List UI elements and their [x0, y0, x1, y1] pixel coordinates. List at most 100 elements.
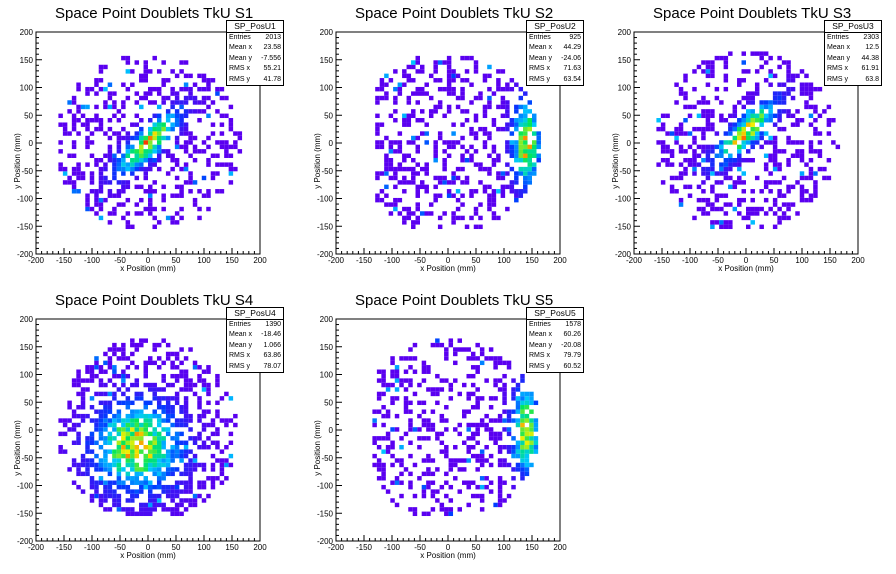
heatmap-bin — [692, 104, 697, 110]
heatmap-bin — [813, 149, 818, 154]
x-tick-label: 0 — [446, 543, 451, 552]
heatmap-bin — [134, 100, 140, 105]
heatmap-bin — [500, 100, 506, 105]
heatmap-bin — [417, 476, 422, 481]
stats-key: RMS x — [529, 352, 550, 360]
heatmap-bin — [112, 373, 117, 379]
heatmap-bin — [723, 131, 729, 136]
heatmap-bin — [478, 126, 483, 132]
heatmap-bin — [496, 69, 501, 74]
heatmap-bin — [197, 480, 202, 485]
heatmap-bin — [678, 197, 684, 203]
heatmap-bin — [148, 418, 153, 423]
heatmap-bin — [156, 69, 162, 74]
heatmap-bin — [442, 140, 447, 145]
heatmap-bin — [103, 413, 108, 419]
heatmap-bin — [116, 471, 122, 477]
heatmap-bin — [170, 484, 175, 490]
heatmap-bin — [464, 180, 470, 185]
heatmap-bin — [174, 489, 180, 494]
heatmap-bin — [197, 418, 202, 423]
heatmap-bin — [165, 153, 171, 158]
heatmap-bin — [134, 184, 140, 190]
heatmap-bin — [384, 162, 389, 167]
heatmap-bin — [523, 104, 528, 110]
heatmap-bin — [112, 462, 117, 468]
heatmap-bin — [777, 95, 782, 101]
heatmap-bin — [737, 162, 742, 167]
heatmap-bin — [488, 480, 494, 485]
heatmap-bin — [696, 64, 702, 70]
heatmap-bin — [464, 55, 470, 61]
heatmap-bin — [442, 149, 447, 154]
heatmap-bin — [156, 444, 162, 450]
heatmap-bin — [448, 511, 454, 517]
heatmap-bin — [723, 118, 729, 123]
heatmap-bin — [67, 131, 72, 136]
heatmap-bin — [112, 157, 117, 163]
heatmap-bin — [705, 175, 711, 181]
y-tick-label: 150 — [320, 343, 334, 352]
heatmap-bin — [125, 431, 131, 437]
heatmap-bin — [165, 113, 171, 119]
heatmap-bin — [390, 462, 395, 468]
heatmap-bin — [741, 157, 746, 163]
heatmap-bin — [786, 69, 791, 74]
heatmap-bin — [89, 131, 95, 136]
heatmap-bin — [98, 126, 104, 132]
heatmap-bin — [148, 440, 153, 445]
heatmap-bin — [148, 202, 153, 207]
heatmap-bin — [475, 458, 480, 463]
heatmap-bin — [683, 131, 688, 136]
stats-value: 61.91 — [861, 65, 879, 73]
heatmap-bin — [152, 86, 157, 92]
x-tick-label: -200 — [328, 543, 345, 552]
heatmap-bin — [759, 100, 764, 105]
heatmap-bin — [98, 118, 104, 123]
heatmap-bin — [71, 480, 77, 485]
heatmap-bin — [402, 73, 407, 79]
heatmap-bin — [466, 480, 471, 485]
heatmap-bin — [808, 104, 814, 110]
heatmap-bin — [121, 378, 126, 383]
heatmap-bin — [130, 360, 135, 366]
heatmap-bin — [687, 113, 693, 119]
heatmap-bin — [509, 144, 515, 150]
heatmap-bin — [786, 215, 791, 221]
heatmap-bin — [660, 122, 666, 127]
heatmap-bin — [674, 135, 679, 141]
heatmap-bin — [134, 175, 140, 181]
heatmap-bin — [206, 193, 211, 198]
heatmap-bin — [139, 197, 144, 203]
heatmap-bin — [76, 484, 81, 490]
heatmap-bin — [759, 144, 764, 150]
heatmap-bin — [121, 55, 126, 61]
heatmap-bin — [520, 418, 525, 423]
heatmap-bin — [152, 224, 157, 230]
x-tick-label: -150 — [356, 543, 373, 552]
stats-value: 63.54 — [563, 75, 581, 83]
stats-key: RMS y — [529, 75, 550, 83]
heatmap-bin — [469, 144, 474, 150]
heatmap-bin — [165, 78, 171, 83]
heatmap-bin — [399, 356, 404, 361]
heatmap-bin — [660, 157, 666, 163]
heatmap-bin — [529, 400, 534, 406]
heatmap-bin — [116, 356, 122, 361]
heatmap-bin — [524, 471, 530, 477]
heatmap-bin — [506, 444, 512, 450]
heatmap-bin — [710, 122, 715, 127]
heatmap-bin — [76, 189, 81, 194]
heatmap-bin — [479, 351, 485, 357]
heatmap-bin — [375, 122, 380, 127]
heatmap-bin — [165, 458, 171, 463]
heatmap-bin — [692, 126, 697, 132]
heatmap-bin — [183, 396, 189, 401]
heatmap-bin — [665, 149, 670, 154]
heatmap-bin — [831, 118, 836, 123]
heatmap-bin — [496, 157, 501, 163]
heatmap-bin — [415, 220, 420, 225]
x-tick-label: -200 — [626, 256, 643, 265]
heatmap-bin — [103, 453, 108, 459]
heatmap-bin — [421, 378, 427, 383]
